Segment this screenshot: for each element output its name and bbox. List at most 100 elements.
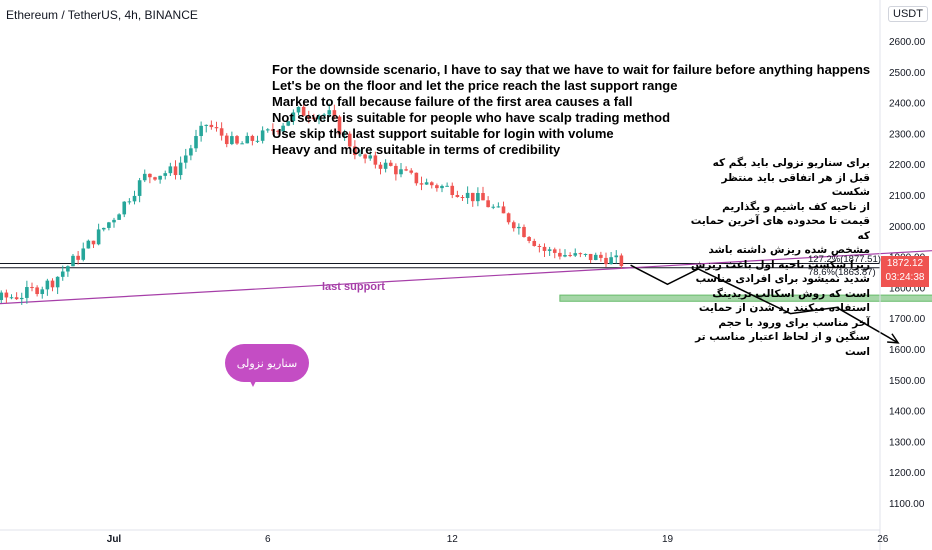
candle-body [153, 177, 157, 180]
candle-body [235, 136, 239, 144]
candle-body [547, 249, 552, 251]
candle-body [112, 219, 116, 223]
candle-body [322, 114, 326, 116]
candle-body [445, 185, 449, 187]
y-tick-label: 2600.00 [889, 37, 926, 48]
candle-body [486, 200, 490, 208]
candle-body [619, 255, 624, 267]
candle-body [614, 255, 619, 258]
support-zone [559, 294, 932, 302]
note-line: Not severe is suitable for people who ha… [272, 110, 671, 125]
candle-body [435, 185, 439, 189]
y-tick-label: 1600.00 [889, 345, 926, 356]
last-price: 1872.12 [886, 258, 924, 269]
note-line: For the downside scenario, I have to say… [272, 62, 871, 77]
candle-body [578, 253, 583, 255]
candle-body [260, 130, 265, 141]
candle-body [296, 106, 301, 113]
candle-body [383, 162, 388, 169]
candle-body [522, 226, 526, 238]
candle-body [552, 249, 557, 253]
candle-body [122, 201, 127, 215]
arrow-head [887, 333, 900, 344]
note-line-fa: مشخص شده ریزش داشته باشد زیرا شکست ناحیه… [690, 244, 870, 271]
x-tick-label: 12 [447, 534, 459, 545]
note-line-fa: شدید نمیشود برای افرادی مناسب است که روش… [695, 273, 870, 300]
candle-body [573, 253, 578, 256]
candle-body [537, 245, 542, 247]
candle-body [609, 257, 613, 265]
candle-body [117, 214, 121, 220]
candle-body [363, 154, 367, 159]
candle-body [317, 115, 321, 120]
candle-body [517, 226, 521, 229]
note-line-fa: استفاده میکنند رد شدن از حمایت آخر مناسب… [698, 302, 870, 329]
candle-body [481, 193, 485, 201]
candle-body [347, 133, 352, 147]
candle-body [71, 255, 75, 267]
x-tick-label: 19 [662, 534, 674, 545]
candles [0, 103, 624, 305]
candle-body [506, 213, 511, 223]
candle-body [440, 185, 444, 189]
projection-path [630, 264, 899, 344]
candle-body [96, 229, 101, 245]
scenario-bubble: سناریو نزولی [225, 344, 309, 382]
candle-body [455, 194, 460, 198]
y-tick-label: 2100.00 [889, 191, 926, 202]
candle-body [178, 162, 183, 176]
candle-body [394, 165, 398, 175]
candle-body [286, 121, 291, 126]
candle-body [604, 257, 608, 265]
candle-body [378, 164, 383, 169]
candle-body [599, 254, 603, 258]
candle-body [255, 140, 260, 142]
y-tick-label: 1100.00 [889, 499, 925, 510]
candle-body [209, 124, 214, 128]
candle-body [142, 173, 147, 181]
candle-body [558, 252, 562, 257]
candle-body [107, 222, 111, 228]
candle-body [542, 246, 547, 251]
candle-body [137, 180, 142, 196]
candle-body [214, 127, 219, 129]
candle-body [224, 135, 229, 145]
currency-selector[interactable]: USDT [888, 6, 928, 22]
bar-countdown: 03:24:38 [885, 272, 925, 283]
candle-body [4, 292, 9, 298]
note-line: Marked to fall because failure of the fi… [272, 94, 633, 109]
note-line-fa: سنگین و از لحاظ اعتبار مناسب تر است [695, 331, 870, 358]
candle-body [419, 183, 424, 185]
candle-body [424, 182, 429, 185]
candle-body [30, 287, 34, 289]
candle-body [276, 130, 280, 132]
candle-body [460, 197, 465, 199]
candle-body [9, 297, 14, 299]
candle-body [399, 169, 403, 175]
candle-body [465, 192, 470, 199]
candle-body [511, 222, 516, 229]
candle-body [568, 255, 572, 257]
candle-body [204, 124, 209, 126]
candle-body [358, 154, 362, 156]
candle-body [35, 287, 39, 295]
candle-body [189, 148, 193, 156]
candle-body [219, 128, 224, 136]
y-tick-label: 1800.00 [889, 283, 926, 294]
note-line-fa: از ناحیه کف باشیم و بگذاریم قیمت تا محدو… [690, 200, 870, 242]
x-tick-label: 26 [877, 534, 889, 545]
candle-body [342, 133, 347, 135]
candle-body [404, 169, 408, 171]
candle-body [563, 255, 567, 257]
x-tick-label: Jul [107, 534, 122, 545]
candle-body [240, 143, 244, 145]
candle-body [588, 253, 593, 261]
candle-body [194, 136, 198, 149]
candle-body [148, 173, 152, 178]
y-tick-label: 1700.00 [889, 314, 926, 325]
candle-body [414, 172, 419, 184]
y-tick-label: 2000.00 [889, 222, 926, 233]
x-axis: 26Jul6121926Aug916 [0, 529, 889, 545]
candle-body [14, 297, 19, 300]
